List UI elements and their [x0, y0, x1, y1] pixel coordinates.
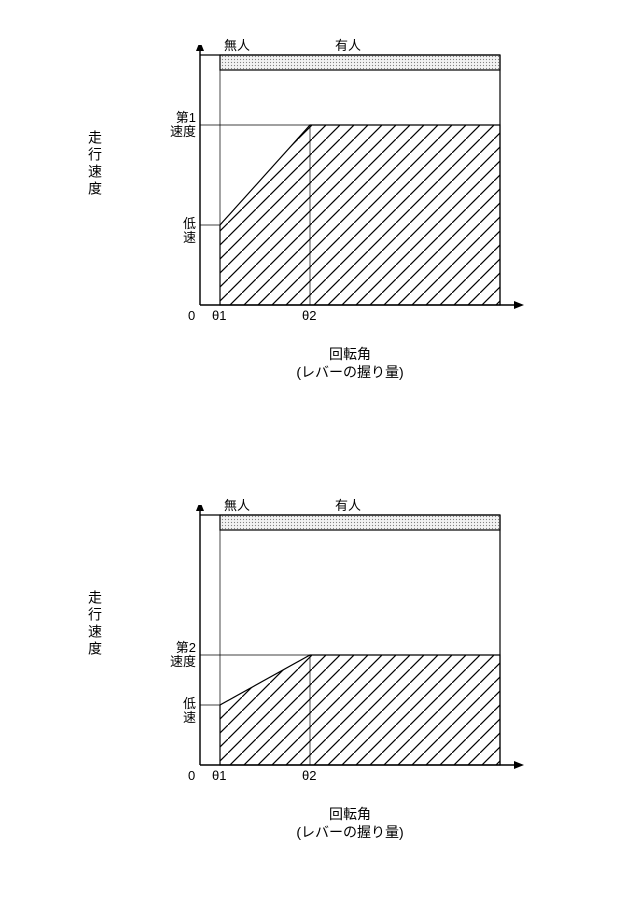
- y-tick-low: 低速: [180, 217, 196, 246]
- x-axis-label: 回転角 (レバーの握り量): [180, 805, 520, 841]
- y-axis-label: 走行速度: [85, 130, 105, 198]
- x-axis-line2: (レバーの握り量): [296, 824, 403, 840]
- x-axis-label: 回転角 (レバーの握り量): [180, 345, 520, 381]
- chart-1: 走行速度回転角(レバーの握り量)無人有人第2 速度低速0θ1θ2: [180, 505, 540, 815]
- chart-svg: [180, 505, 540, 795]
- x-axis-line2: (レバーの握り量): [296, 364, 403, 380]
- legend-unmanned: 無人: [224, 495, 250, 514]
- x-tick-theta1: θ1: [212, 309, 226, 323]
- x-tick-origin: 0: [188, 769, 195, 783]
- y-tick-low: 低速: [180, 697, 196, 726]
- x-axis-line1: 回転角: [329, 346, 371, 362]
- y-tick-special: 第1 速度: [170, 111, 196, 140]
- x-tick-origin: 0: [188, 309, 195, 323]
- x-tick-theta1: θ1: [212, 769, 226, 783]
- x-axis-line1: 回転角: [329, 806, 371, 822]
- y-tick-special: 第2 速度: [170, 641, 196, 670]
- legend-manned: 有人: [335, 495, 361, 514]
- x-tick-theta2: θ2: [302, 769, 316, 783]
- x-tick-theta2: θ2: [302, 309, 316, 323]
- y-axis-label: 走行速度: [85, 590, 105, 658]
- chart-0: 走行速度回転角(レバーの握り量)無人有人第1 速度低速0θ1θ2: [180, 45, 540, 355]
- chart-svg: [180, 45, 540, 335]
- legend-manned: 有人: [335, 35, 361, 54]
- legend-unmanned: 無人: [224, 35, 250, 54]
